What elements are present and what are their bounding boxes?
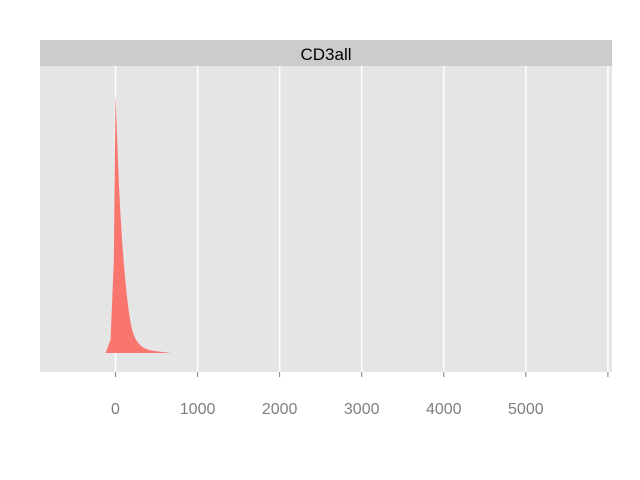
x-axis: 0 1000 2000 3000 4000 5000	[111, 372, 609, 418]
panel-strip	[40, 40, 612, 66]
density-area	[105, 96, 172, 353]
x-tick-label: 4000	[426, 401, 462, 418]
x-tick-label: 0	[111, 401, 120, 418]
x-tick-label: 3000	[344, 401, 380, 418]
plot-panel	[40, 66, 612, 372]
x-tick-label: 2000	[262, 401, 298, 418]
x-tick-label: 1000	[180, 401, 216, 418]
panel-title: CD3all	[300, 45, 351, 64]
x-tick-label: 5000	[508, 401, 544, 418]
